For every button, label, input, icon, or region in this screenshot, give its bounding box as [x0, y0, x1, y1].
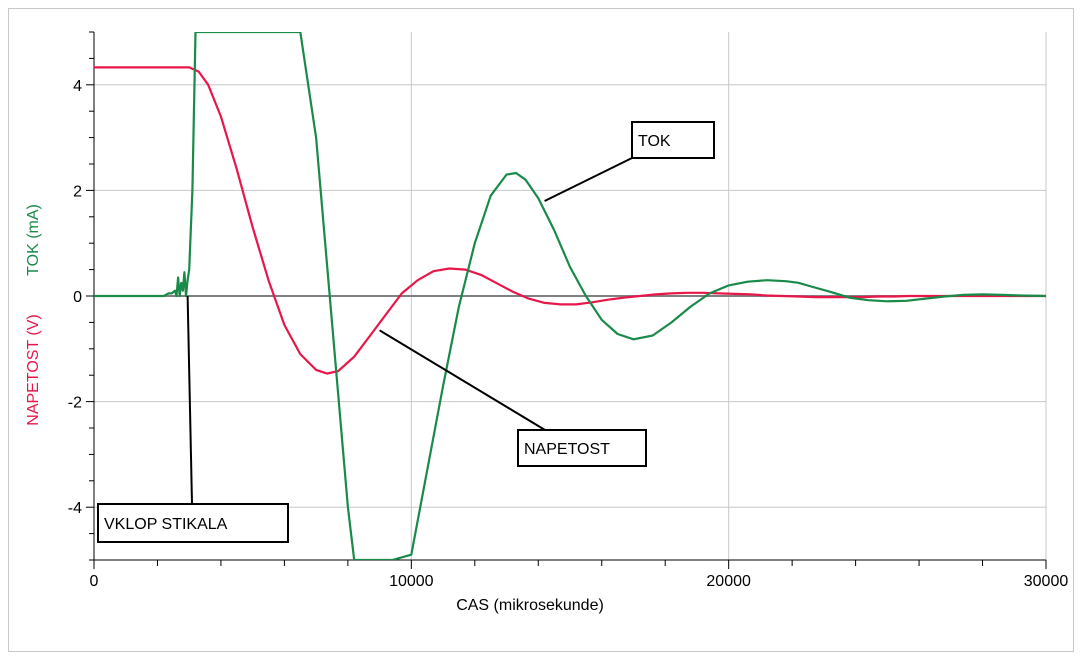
x-tick-label: 30000	[1024, 573, 1069, 590]
annotation-box	[97, 503, 289, 543]
annotation-pointer	[186, 295, 193, 505]
annotation-box	[517, 429, 647, 467]
y-tick-label: 4	[73, 78, 82, 95]
x-axis-title: CAS (mikrosekunde)	[456, 597, 604, 614]
chart-frame	[8, 8, 1074, 652]
y-tick-label: -4	[68, 500, 82, 517]
series-line-napetost	[94, 66, 1046, 375]
y-axis-title-napetost: NAPETOST (V)	[25, 314, 42, 425]
x-tick-label: 10000	[389, 573, 434, 590]
x-tick-label: 20000	[706, 573, 751, 590]
annotation-label: TOK	[638, 133, 671, 150]
series-line-tok	[94, 32, 1046, 560]
annotation-pointer	[544, 157, 633, 202]
y-axis-title-tok: TOK (mA)	[25, 204, 42, 276]
y-tick-label: 2	[73, 183, 82, 200]
annotation-label: NAPETOST	[524, 441, 610, 458]
y-tick-label: -2	[68, 395, 82, 412]
x-tick-label: 0	[90, 573, 99, 590]
annotation-pointer	[379, 329, 546, 431]
annotation-box	[631, 121, 715, 159]
y-tick-label: 0	[73, 289, 82, 306]
annotation-label: VKLOP STIKALA	[104, 516, 228, 533]
